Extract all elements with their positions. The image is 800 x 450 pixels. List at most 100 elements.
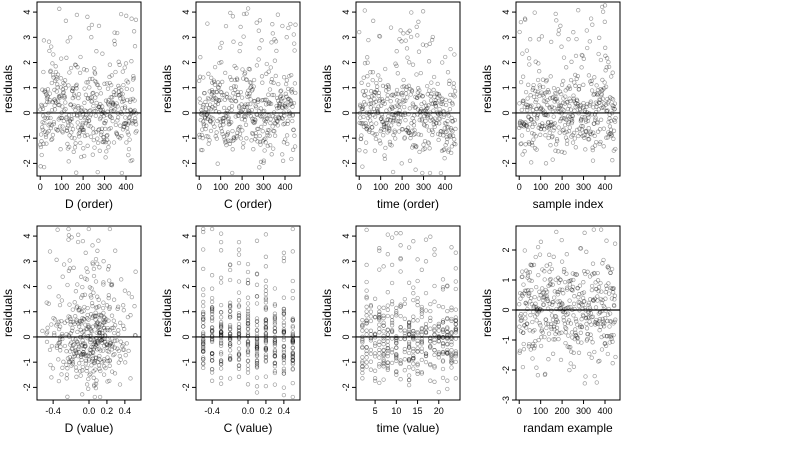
data-point [48, 125, 54, 131]
x-tick-label: -0.4 [45, 406, 61, 416]
data-point [392, 93, 397, 98]
data-point [278, 89, 283, 94]
data-point [263, 297, 269, 302]
data-point [368, 98, 373, 103]
data-point [102, 81, 107, 86]
data-point [109, 347, 115, 352]
data-point [389, 235, 395, 240]
data-point [428, 115, 433, 120]
data-point [423, 353, 429, 359]
data-point [565, 287, 570, 292]
data-point [264, 61, 269, 67]
data-point [436, 335, 441, 340]
data-point [453, 318, 458, 323]
data-point [437, 93, 442, 99]
data-point [237, 104, 242, 109]
data-point [110, 118, 115, 124]
data-point [97, 324, 102, 330]
data-point [428, 339, 433, 344]
data-point [607, 318, 613, 324]
data-point [598, 117, 604, 122]
data-point [554, 96, 559, 101]
data-point [415, 295, 420, 301]
data-point [98, 338, 104, 343]
data-point [92, 339, 98, 345]
data-point [375, 84, 380, 89]
data-point [560, 100, 566, 106]
data-point [564, 285, 570, 290]
data-point [95, 82, 101, 88]
data-point [611, 128, 617, 133]
data-point [218, 330, 224, 335]
data-point [234, 65, 239, 71]
data-point [520, 293, 525, 299]
data-point [360, 322, 365, 328]
data-point [380, 100, 385, 105]
data-point [103, 139, 108, 145]
data-point [96, 104, 101, 110]
data-point [41, 69, 46, 75]
data-point [383, 84, 389, 89]
data-point [547, 105, 552, 110]
data-point [256, 28, 261, 33]
data-point [376, 90, 382, 96]
data-point [72, 103, 77, 108]
data-point [119, 111, 124, 116]
data-point [565, 121, 571, 126]
data-point [385, 83, 391, 88]
data-point [218, 375, 224, 381]
data-point [226, 115, 231, 120]
data-point [364, 309, 369, 314]
data-point [79, 109, 84, 115]
data-point [565, 311, 571, 316]
y-tick-label: 2 [181, 60, 191, 65]
data-point [530, 343, 535, 349]
data-point [449, 353, 454, 358]
data-point [68, 316, 73, 322]
data-point [595, 119, 600, 125]
data-point [209, 299, 215, 305]
data-point [281, 329, 287, 335]
data-point [558, 277, 563, 283]
data-point [574, 127, 580, 133]
data-point [114, 130, 119, 135]
data-point [449, 318, 454, 323]
data-point [92, 66, 97, 71]
data-point [572, 294, 577, 299]
data-point [218, 239, 224, 245]
data-point [42, 89, 47, 94]
data-point [359, 121, 365, 126]
data-point [254, 390, 260, 395]
data-point [122, 124, 127, 130]
data-point [89, 351, 94, 356]
data-point [259, 38, 264, 43]
data-point [290, 226, 295, 232]
data-point [583, 271, 588, 277]
data-point [528, 299, 533, 304]
data-point [607, 95, 613, 100]
y-tick-label: -3 [501, 396, 511, 404]
data-point [229, 120, 234, 125]
data-point [434, 120, 439, 126]
data-point [206, 106, 212, 111]
data-point [201, 315, 206, 320]
data-point [90, 349, 95, 355]
data-point [61, 118, 66, 124]
data-point [44, 331, 49, 336]
data-point [218, 359, 224, 365]
data-point [281, 353, 287, 359]
data-point [285, 97, 291, 102]
data-point [526, 293, 531, 298]
data-point [247, 93, 252, 99]
data-point [425, 105, 430, 111]
data-point [219, 129, 225, 134]
data-point [595, 92, 600, 98]
data-point [363, 121, 368, 126]
data-point [423, 351, 429, 356]
data-point [389, 329, 395, 335]
data-point [61, 90, 66, 96]
data-point [603, 53, 608, 58]
data-point [263, 284, 269, 289]
data-point [78, 107, 84, 113]
data-point [583, 315, 589, 321]
